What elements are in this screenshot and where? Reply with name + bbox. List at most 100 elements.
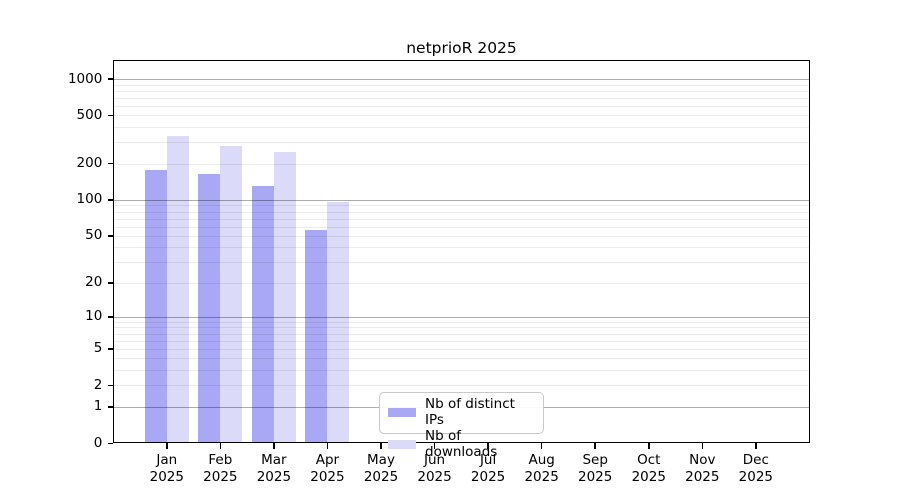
y-tick-label: 5: [93, 340, 103, 357]
legend-item-downloads: Nb of downloads: [388, 428, 535, 460]
x-tick-mark: [487, 443, 489, 449]
x-tick-mark: [433, 443, 436, 449]
gridline-minor: [113, 327, 811, 329]
legend: Nb of distinct IPs Nb of downloads: [379, 392, 544, 460]
bar-downloads: [166, 135, 189, 444]
gridline-minor: [113, 105, 811, 107]
x-tick-month: May: [367, 452, 395, 469]
plot-frame: [113, 60, 811, 444]
gridline-minor: [113, 163, 811, 165]
y-tick-label: 20: [85, 274, 103, 291]
x-tick-mark: [648, 443, 650, 449]
bar-downloads: [327, 201, 350, 444]
x-tick-month: Feb: [208, 452, 233, 469]
bar-distinct-ips: [305, 230, 328, 444]
x-tick-mark: [166, 443, 168, 449]
gridline-minor: [113, 84, 811, 86]
x-tick-mark: [540, 443, 543, 449]
x-tick-label: Mar 2025: [234, 452, 314, 485]
legend-item-distinct-ips: Nb of distinct IPs: [388, 396, 535, 428]
gridline-major: [113, 79, 811, 80]
bar-distinct-ips: [144, 170, 167, 444]
x-tick-month: Mar: [261, 452, 287, 469]
gridline-minor: [113, 262, 811, 264]
legend-label-distinct-ips: Nb of distinct IPs: [425, 396, 515, 428]
y-tick-label: 100: [76, 191, 103, 208]
gridline-minor: [113, 385, 811, 387]
y-tick-mark: [107, 282, 114, 284]
x-tick-label: Dec 2025: [716, 452, 796, 485]
x-tick-year: 2025: [363, 468, 399, 485]
x-tick-label: Oct 2025: [609, 452, 689, 485]
bar-distinct-ips: [251, 185, 274, 444]
x-tick-month: Nov: [689, 452, 716, 469]
x-tick-mark: [755, 443, 757, 449]
x-tick-month: Sep: [582, 452, 608, 469]
chart-title: netprioR 2025: [406, 39, 517, 57]
x-tick-year: 2025: [417, 468, 452, 485]
gridline-major: [113, 316, 811, 318]
gridline-minor: [113, 127, 811, 129]
x-tick-year: 2025: [470, 468, 506, 485]
y-tick-label: 500: [76, 106, 103, 123]
x-tick-year: 2025: [524, 468, 559, 485]
gridline-minor: [113, 205, 811, 207]
gridline-minor: [113, 348, 811, 350]
y-tick-label: 10: [85, 308, 103, 325]
x-tick-label: Jun 2025: [395, 452, 475, 485]
x-tick-mark: [594, 443, 596, 449]
x-tick-mark: [701, 443, 704, 449]
y-tick-label: 1000: [67, 70, 103, 87]
gridline-minor: [113, 358, 811, 360]
x-tick-label: Nov 2025: [662, 452, 742, 485]
gridline-minor: [113, 333, 811, 335]
x-tick-year: 2025: [738, 468, 774, 485]
y-tick-mark: [107, 384, 114, 387]
y-tick-mark: [107, 316, 114, 318]
x-tick-month: Jul: [479, 452, 497, 469]
y-tick-mark: [107, 114, 114, 117]
x-tick-mark: [273, 443, 275, 449]
x-tick-label: Jul 2025: [448, 452, 528, 485]
x-tick-label: May 2025: [341, 452, 421, 485]
gridline-minor: [113, 115, 811, 117]
y-tick-label: 1: [93, 398, 103, 415]
x-tick-year: 2025: [149, 468, 184, 485]
y-tick-label: 50: [85, 227, 103, 244]
gridline-minor: [113, 282, 811, 284]
y-tick-label: 200: [76, 155, 103, 172]
gridline-minor: [113, 321, 811, 323]
bar-distinct-ips: [198, 173, 221, 444]
x-tick-mark: [326, 443, 329, 449]
gridline-minor: [113, 340, 811, 342]
x-tick-month: Jun: [424, 452, 446, 469]
bar-downloads: [273, 151, 296, 444]
x-tick-month: Apr: [315, 452, 340, 469]
y-tick-mark: [107, 78, 114, 80]
legend-swatch-distinct-ips: [388, 407, 416, 417]
x-tick-label: Apr 2025: [287, 452, 367, 485]
x-tick-month: Dec: [742, 452, 769, 469]
x-tick-label: Aug 2025: [502, 452, 582, 485]
gridline-minor: [113, 90, 811, 92]
gridline-minor: [113, 142, 811, 144]
x-tick-label: Feb 2025: [180, 452, 260, 485]
y-tick-mark: [107, 162, 114, 165]
x-tick-mark: [219, 443, 222, 449]
y-tick-label: 2: [93, 376, 103, 393]
legend-swatch-downloads: [388, 439, 416, 449]
x-tick-year: 2025: [685, 468, 720, 485]
x-tick-label: Sep 2025: [555, 452, 635, 485]
x-tick-year: 2025: [203, 468, 238, 485]
x-tick-year: 2025: [631, 468, 666, 485]
x-tick-year: 2025: [310, 468, 345, 485]
x-tick-month: Oct: [637, 452, 661, 469]
gridline-minor: [113, 218, 811, 220]
gridline-minor: [113, 226, 811, 228]
legend-label-downloads: Nb of downloads: [425, 428, 498, 460]
y-tick-label: 0: [93, 434, 103, 451]
gridline-major: [113, 199, 811, 201]
gridline-minor: [113, 211, 811, 213]
